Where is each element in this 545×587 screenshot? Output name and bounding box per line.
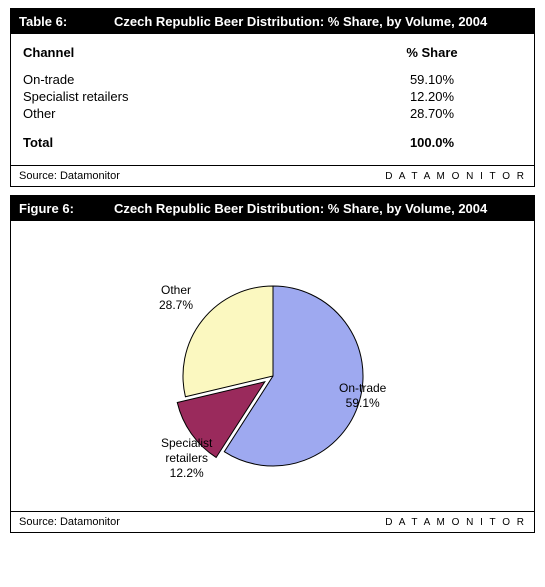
table-row: Specialist retailers 12.20% <box>23 88 522 105</box>
brand-text: D A T A M O N I T O R <box>385 171 526 182</box>
table-header: Table 6: Czech Republic Beer Distributio… <box>11 9 534 34</box>
table-box: Table 6: Czech Republic Beer Distributio… <box>10 8 535 187</box>
pie-chart: On-trade59.1% Specialistretailers12.2% O… <box>11 221 534 511</box>
cell-label: Other <box>23 106 342 121</box>
cell-value: 59.10% <box>342 72 522 87</box>
pie-label-on-trade: On-trade59.1% <box>339 381 386 411</box>
col-share: % Share <box>342 45 522 60</box>
figure-header: Figure 6: Czech Republic Beer Distributi… <box>11 196 534 221</box>
total-label: Total <box>23 135 342 150</box>
pie-label-other: Other28.7% <box>159 283 193 313</box>
pie-label-specialist: Specialistretailers12.2% <box>161 436 212 481</box>
pie-svg <box>13 221 533 511</box>
figure-source-row: Source: Datamonitor D A T A M O N I T O … <box>11 511 534 532</box>
table-header-lead: Table 6: <box>19 14 114 29</box>
cell-label: On-trade <box>23 72 342 87</box>
col-channel: Channel <box>23 45 342 60</box>
figure-box: Figure 6: Czech Republic Beer Distributi… <box>10 195 535 533</box>
table-total-row: Total 100.0% <box>23 134 522 151</box>
figure-header-lead: Figure 6: <box>19 201 114 216</box>
table-source-row: Source: Datamonitor D A T A M O N I T O … <box>11 165 534 186</box>
table-body: Channel % Share On-trade 59.10% Speciali… <box>11 34 534 165</box>
table-header-title: Czech Republic Beer Distribution: % Shar… <box>114 14 526 29</box>
source-text: Source: Datamonitor <box>19 170 120 182</box>
cell-value: 28.70% <box>342 106 522 121</box>
source-text: Source: Datamonitor <box>19 516 120 528</box>
pie-slice-other <box>182 286 272 397</box>
figure-header-title: Czech Republic Beer Distribution: % Shar… <box>114 201 526 216</box>
table-row: Other 28.70% <box>23 105 522 122</box>
brand-text: D A T A M O N I T O R <box>385 517 526 528</box>
table-column-headers: Channel % Share <box>23 44 522 61</box>
total-value: 100.0% <box>342 135 522 150</box>
cell-label: Specialist retailers <box>23 89 342 104</box>
table-row: On-trade 59.10% <box>23 71 522 88</box>
cell-value: 12.20% <box>342 89 522 104</box>
